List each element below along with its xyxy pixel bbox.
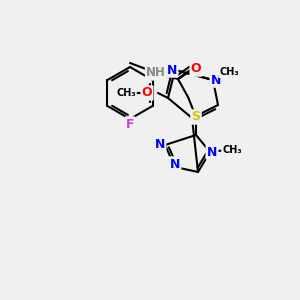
Text: N: N	[170, 158, 180, 170]
Text: O: O	[191, 62, 201, 76]
Text: CH₃: CH₃	[116, 88, 136, 98]
Text: O: O	[142, 86, 152, 100]
Text: N: N	[155, 139, 165, 152]
Text: N: N	[207, 146, 217, 158]
Text: F: F	[126, 118, 134, 130]
Text: CH₃: CH₃	[222, 145, 242, 155]
Text: NH: NH	[146, 67, 166, 80]
Text: N: N	[211, 74, 221, 86]
Text: CH₃: CH₃	[219, 67, 239, 77]
Text: N: N	[167, 64, 177, 76]
Text: S: S	[191, 110, 200, 124]
